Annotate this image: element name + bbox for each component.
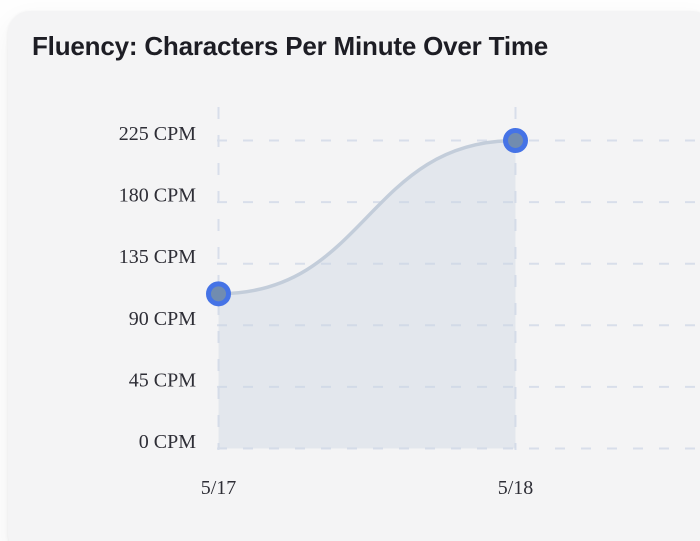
area-fill bbox=[218, 140, 516, 449]
y-axis-label: 180 CPM bbox=[119, 185, 196, 207]
chart-card bbox=[8, 11, 700, 541]
x-axis-label: 5/17 bbox=[201, 477, 237, 499]
chart-title: Fluency: Characters Per Minute Over Time bbox=[32, 31, 549, 61]
data-point-1 bbox=[503, 128, 528, 153]
y-axis-label: 90 CPM bbox=[129, 308, 196, 330]
x-axis-label: 5/18 bbox=[498, 477, 534, 499]
y-axis-label: 225 CPM bbox=[119, 123, 196, 145]
y-axis-label: 135 CPM bbox=[119, 246, 196, 268]
y-axis-label: 45 CPM bbox=[129, 369, 196, 391]
trend-line bbox=[216, 138, 518, 296]
data-point-0 bbox=[206, 281, 231, 307]
y-axis-label: 0 CPM bbox=[139, 431, 196, 453]
